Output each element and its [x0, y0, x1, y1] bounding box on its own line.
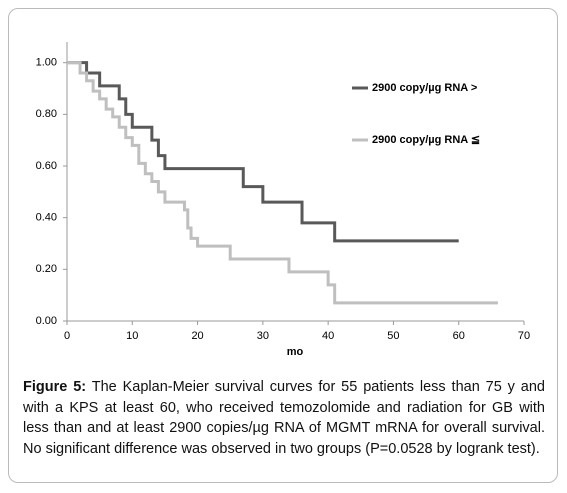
- x-tick-label: 40: [322, 330, 334, 342]
- x-tick-label: 50: [387, 330, 399, 342]
- x-tick-label: 0: [64, 330, 70, 342]
- chart: mo 0.00 0.20 0.40 0.60 0.80 1.00 0 10 20 30 40 50 60…: [36, 42, 530, 358]
- caption: Figure 5: The Kaplan-Meier survival curv…: [23, 377, 545, 459]
- y-tick-label: 0.40: [36, 212, 57, 224]
- x-tick-label: 30: [257, 330, 269, 342]
- x-tick-label: 20: [191, 330, 203, 342]
- y-tick-label: 0.20: [36, 263, 57, 275]
- survival-curve: [67, 61, 498, 305]
- x-tick-label: 60: [453, 330, 465, 342]
- caption-text: The Kaplan-Meier survival curves for 55 …: [23, 379, 545, 457]
- legend-label: 2900 copy/µg RNA >: [372, 82, 477, 94]
- y-tick-label: 1.00: [36, 57, 57, 69]
- figure-frame: [8, 8, 558, 483]
- x-tick-label: 10: [126, 330, 138, 342]
- y-tick-label: 0.00: [36, 315, 57, 327]
- caption-label: Figure 5:: [23, 379, 87, 395]
- survival-curve: [67, 61, 459, 243]
- y-tick-label: 0.80: [36, 108, 57, 120]
- x-tick-label: 70: [518, 330, 530, 342]
- y-tick-label: 0.60: [36, 160, 57, 172]
- x-axis-label: mo: [287, 346, 304, 358]
- legend-label: 2900 copy/µg RNA ≦: [372, 134, 480, 146]
